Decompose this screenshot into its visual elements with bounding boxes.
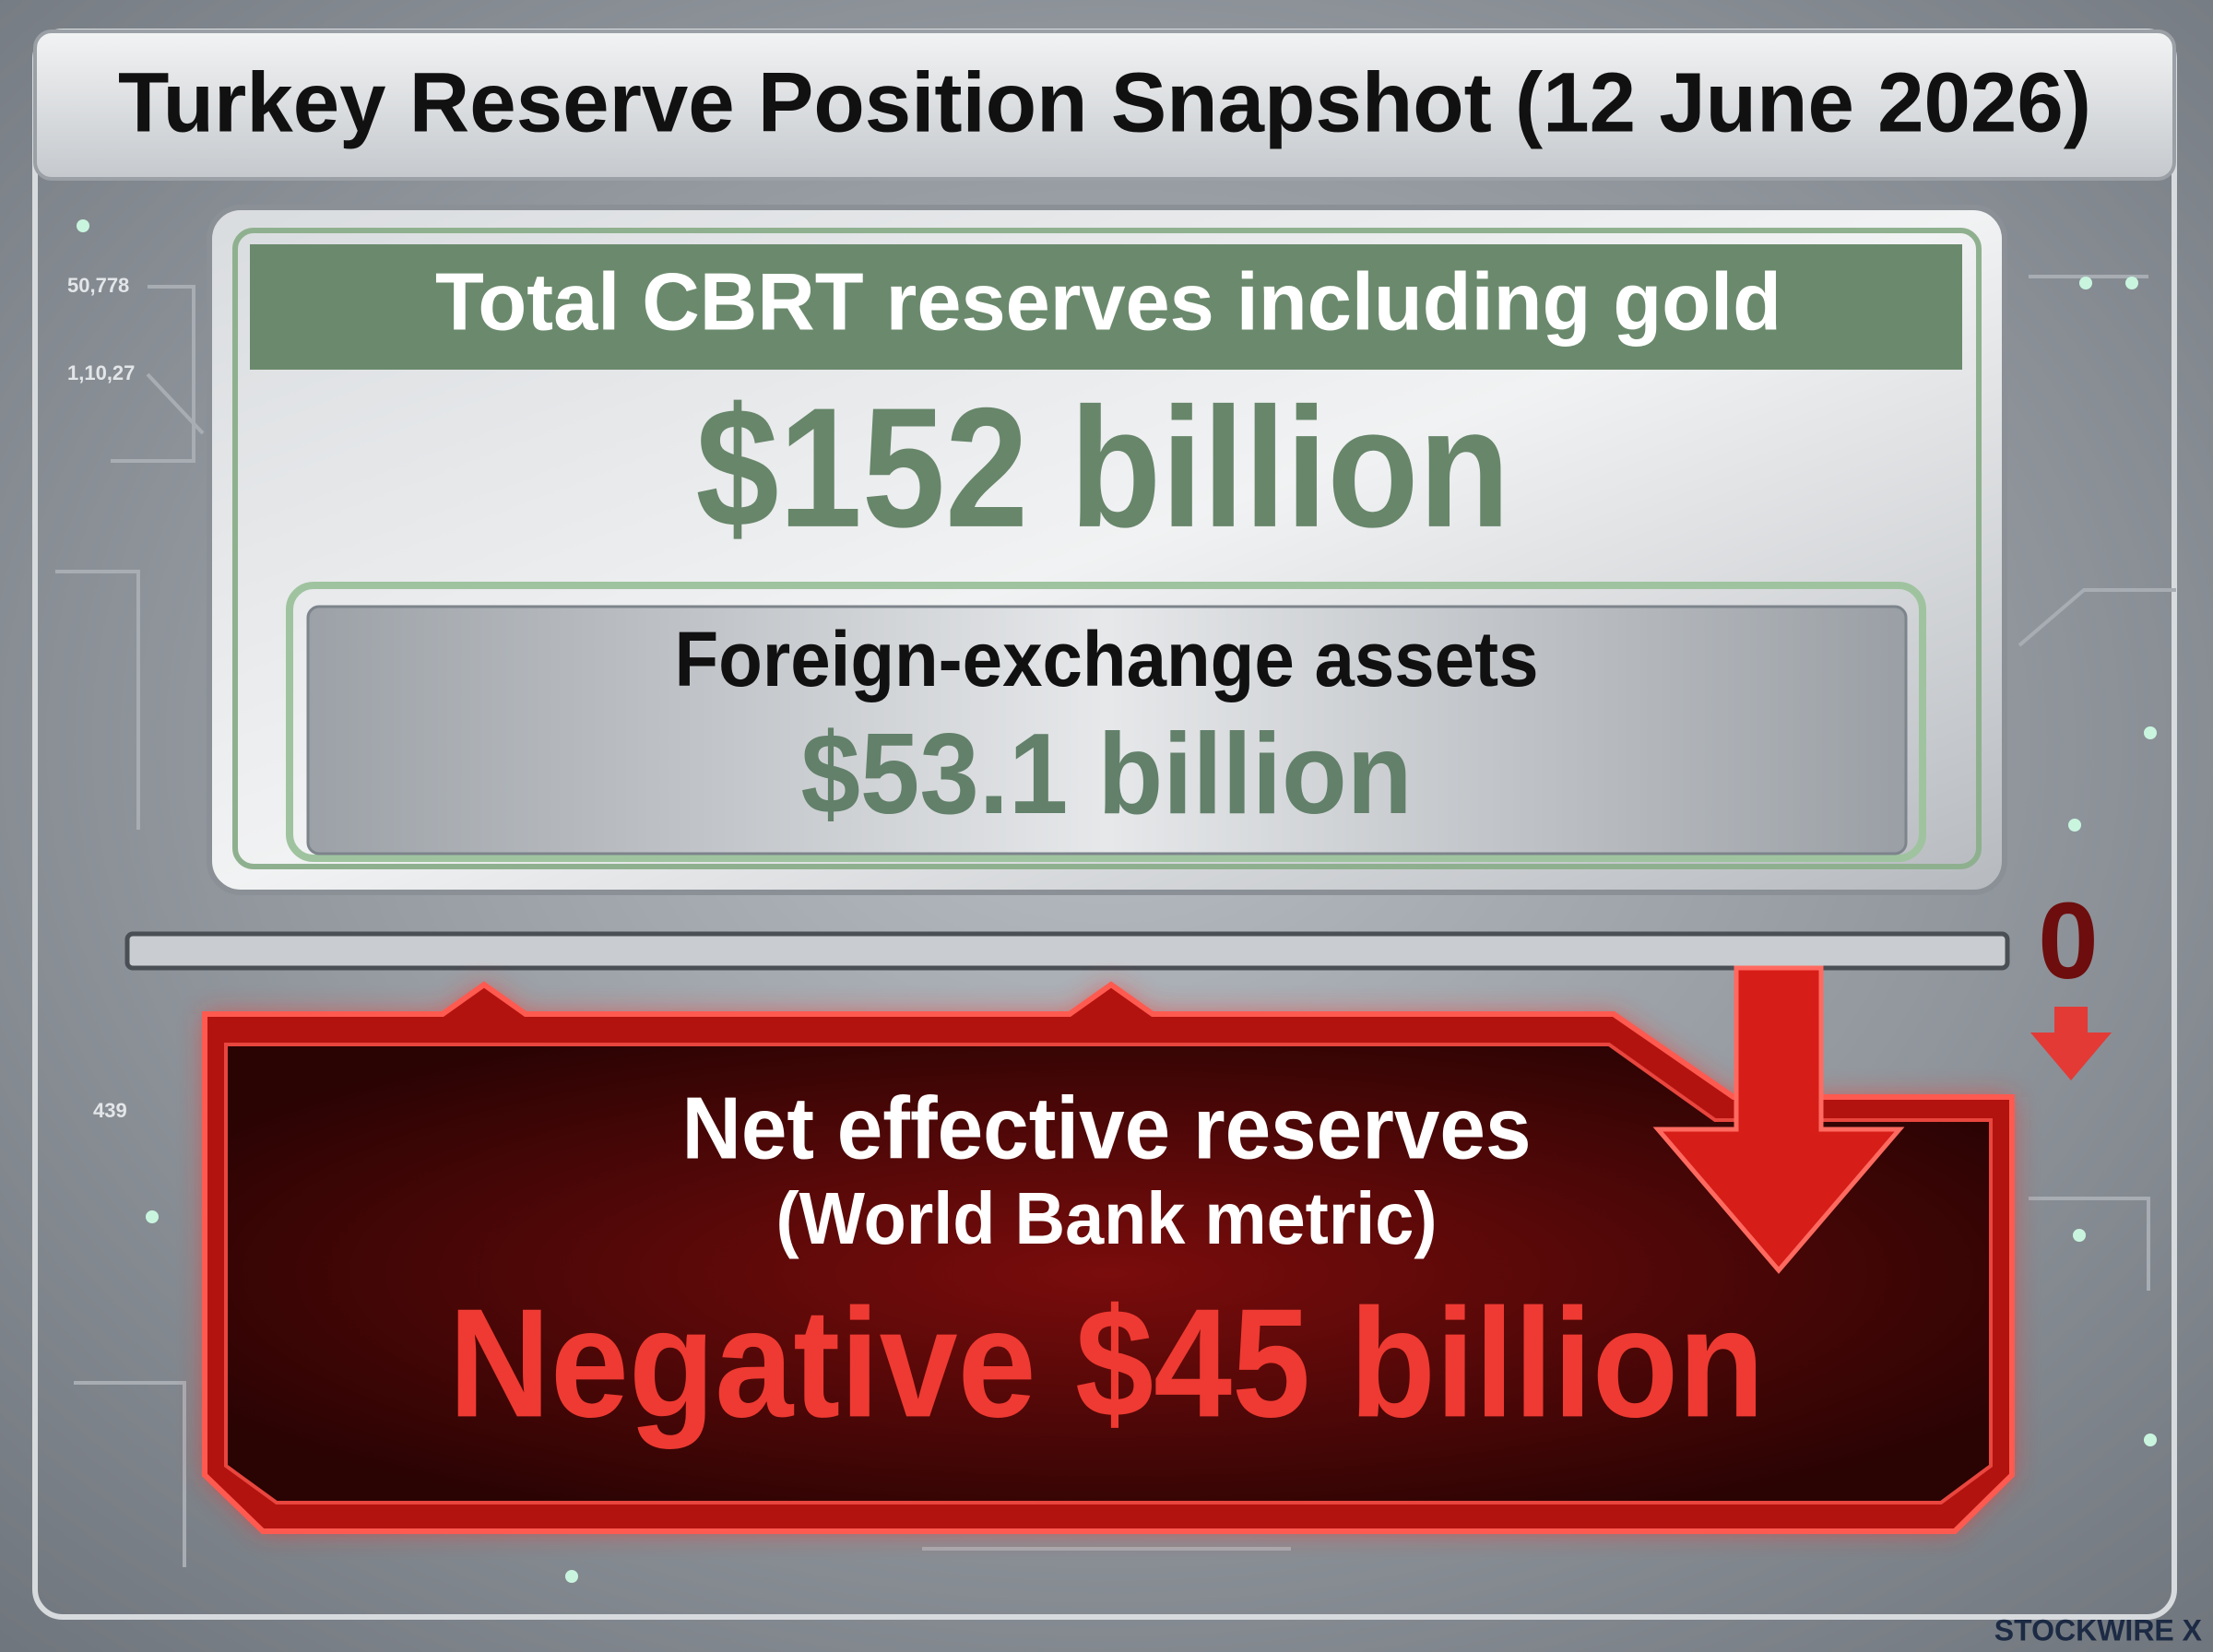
total-card-border (232, 228, 1982, 869)
net-card-inner (224, 1043, 1993, 1504)
zero-line (124, 931, 2010, 971)
zero-label: 0 (2038, 880, 2099, 1002)
total-value: $152 billion (696, 373, 1510, 563)
brand: STOCKWIRE X (1994, 1613, 2203, 1646)
net-subheading: (World Bank metric) (776, 1177, 1438, 1259)
background-label: 50,778 (67, 274, 129, 297)
net-heading: Net effective reserves (682, 1079, 1532, 1177)
total-card-header (250, 244, 1962, 370)
background-label: 439 (93, 1099, 127, 1122)
down-arrow-small (2030, 1007, 2112, 1080)
total-heading: Total CBRT reserves including gold (435, 255, 1781, 347)
down-arrow (1652, 965, 1905, 1274)
net-value: Negative $45 billion (449, 1276, 1765, 1449)
background-label: 1,10,27 (67, 361, 135, 384)
fx-heading: Foreign-exchange assets (675, 616, 1539, 702)
title: Turkey Reserve Position Snapshot (12 Jun… (118, 55, 2091, 149)
fx-card (306, 605, 1908, 856)
circuit-dots (77, 219, 2157, 1583)
circuit-lines (55, 275, 2176, 1567)
title-bar (33, 30, 2176, 181)
fx-card-border (286, 582, 1926, 862)
fx-value: $53.1 billion (801, 711, 1413, 838)
